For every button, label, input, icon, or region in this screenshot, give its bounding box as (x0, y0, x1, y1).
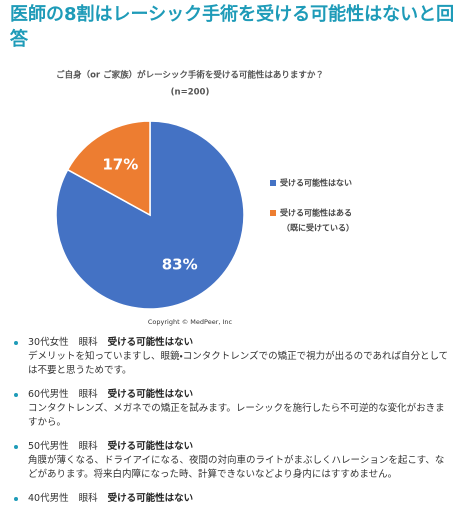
comment-meta: 30代女性 眼科 受ける可能性はない (28, 336, 452, 350)
legend-label: （既に受けている） (282, 223, 354, 233)
comment: 30代女性 眼科 受ける可能性はない デメリットを知っていますし、眼鏡・コンタクトレン… (12, 336, 452, 378)
page: page {"heading": "医師の8割はレーシック手術を受ける可能性はな… (10, 4, 455, 504)
comment-department: 眼科 (78, 493, 98, 504)
chart: ご自身（or ご家族）がレーシック手術を受ける可能性はありますか？ (n=200… (40, 60, 440, 332)
comment-department: 眼科 (78, 337, 98, 348)
comment-profile: 60代男性 (28, 389, 69, 400)
chart-title: ご自身（or ご家族）がレーシック手術を受ける可能性はありますか？ (56, 70, 324, 81)
comment: 40代男性 眼科 受ける可能性はない (12, 492, 452, 506)
data-label: 83% (162, 256, 198, 274)
comment-answer: 受ける可能性はない (107, 389, 194, 400)
comment-meta: 40代男性 眼科 受ける可能性はない (28, 492, 452, 506)
comment-answer: 受ける可能性はない (107, 337, 194, 348)
chart-footer: Copyright © MedPeer, Inc (148, 318, 233, 326)
data-label: 17% (102, 155, 138, 173)
comment: 50代男性 眼科 受ける可能性はない 角膜が薄くなる、ドライアイになる、夜間の対向車の… (12, 440, 452, 482)
comment-answer: 受ける可能性はない (107, 493, 194, 504)
comment-department: 眼科 (78, 389, 98, 400)
comment-text: デメリットを知っていますし、眼鏡・コンタクトレンズでの矯正で視力が出るのであれば… (28, 351, 449, 376)
heading: 医師の8割はレーシック手術を受ける可能性はないと回答 (10, 4, 455, 50)
legend-swatch (270, 210, 276, 216)
comment: 60代男性 眼科 受ける可能性はない コンタクトレンズ、メガネでの矯正を試みます。レー… (12, 388, 452, 430)
page-body: 医師の8割はレーシック手術を受ける可能性はないと回答 ご自身（or ご家族）がレ… (10, 4, 455, 504)
comment-profile: 50代男性 (28, 441, 69, 452)
comment-answer: 受ける可能性はない (107, 441, 194, 452)
legend-label: 受ける可能性はある (280, 208, 352, 218)
comment-department: 眼科 (78, 441, 98, 452)
legend-swatch (270, 180, 276, 186)
comment-text: コンタクトレンズ、メガネでの矯正を試みます。レーシックを施行したら不可逆的な変化… (28, 403, 445, 428)
chart-subtitle: (n=200) (171, 88, 210, 98)
comment-list: 30代女性 眼科 受ける可能性はない デメリットを知っていますし、眼鏡・コンタクトレン… (12, 336, 452, 516)
legend-label: 受ける可能性はない (280, 178, 352, 188)
comment-meta: 50代男性 眼科 受ける可能性はない (28, 440, 452, 454)
comment-profile: 40代男性 (28, 493, 69, 504)
comment-meta: 60代男性 眼科 受ける可能性はない (28, 388, 452, 402)
comment-profile: 30代女性 (28, 337, 69, 348)
comment-text: 角膜が薄くなる、ドライアイになる、夜間の対向車のライトがまぶしくハレーションを起… (28, 455, 445, 480)
pie-slice (66, 120, 151, 217)
